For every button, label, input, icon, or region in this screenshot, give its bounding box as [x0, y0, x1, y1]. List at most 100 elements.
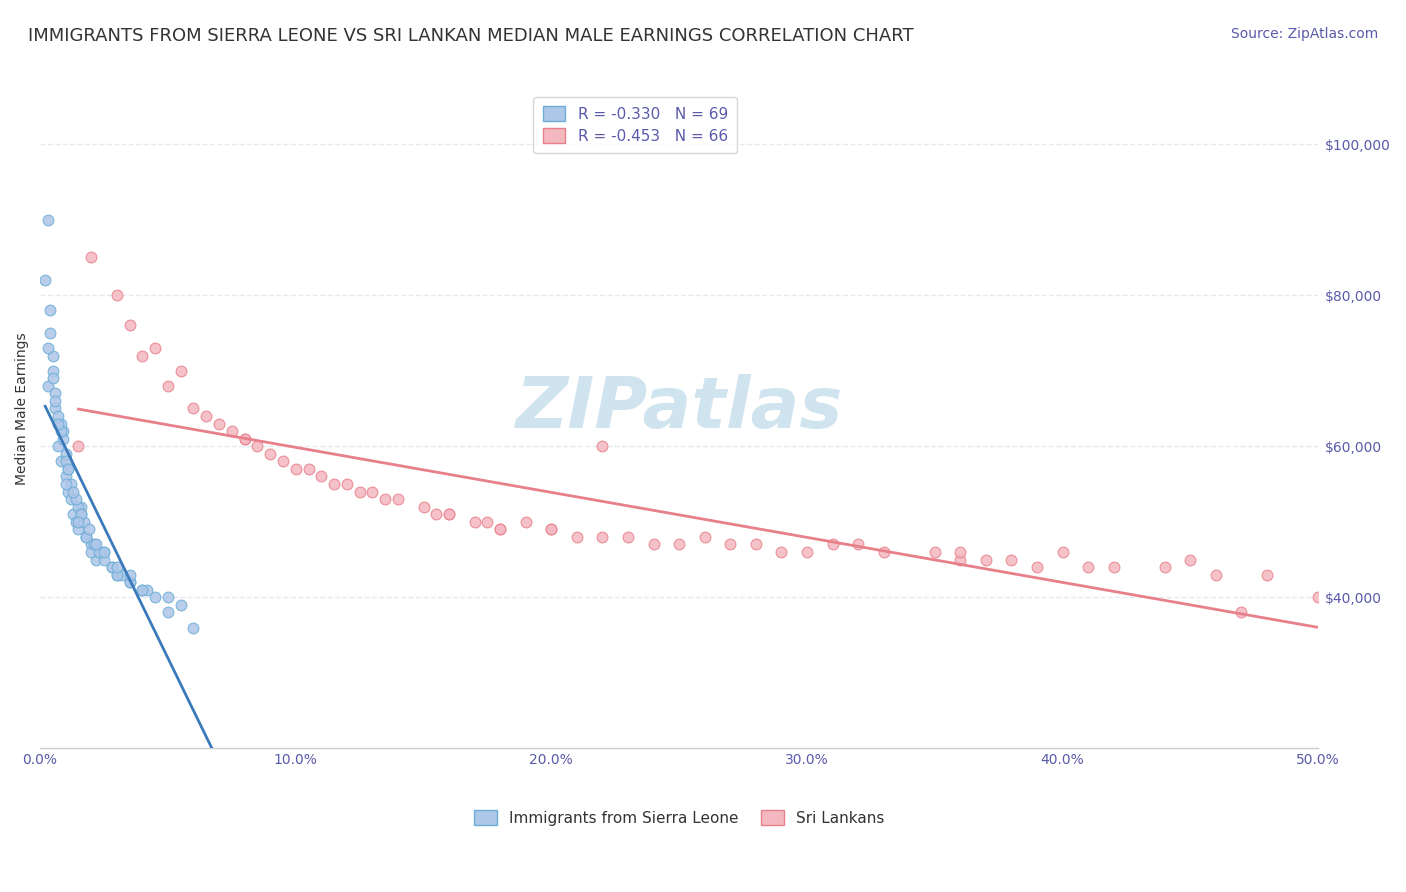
Point — [46, 439, 69, 453]
Point — [44, 393, 66, 408]
Point — [67, 439, 90, 453]
Point — [44, 386, 66, 401]
Point — [489, 522, 512, 536]
Point — [136, 582, 159, 597]
Point — [156, 591, 179, 605]
Point — [80, 545, 103, 559]
Point — [246, 439, 269, 453]
Point — [259, 447, 281, 461]
Point — [111, 567, 134, 582]
Point — [374, 492, 396, 507]
Point — [437, 508, 460, 522]
Legend: Immigrants from Sierra Leone, Sri Lankans: Immigrants from Sierra Leone, Sri Lankan… — [468, 804, 891, 832]
Point — [872, 545, 894, 559]
Point — [412, 500, 434, 514]
Point — [143, 341, 166, 355]
Point — [46, 409, 69, 423]
Text: ZIPatlas: ZIPatlas — [516, 374, 842, 443]
Point — [49, 454, 72, 468]
Point — [118, 575, 141, 590]
Point — [477, 515, 499, 529]
Point — [170, 598, 193, 612]
Point — [156, 606, 179, 620]
Point — [55, 447, 77, 461]
Point — [75, 530, 97, 544]
Point — [1077, 560, 1099, 574]
Point — [105, 288, 128, 302]
Point — [42, 349, 65, 363]
Point — [118, 575, 141, 590]
Point — [643, 537, 665, 551]
Point — [80, 251, 103, 265]
Point — [591, 530, 613, 544]
Point — [143, 591, 166, 605]
Point — [437, 508, 460, 522]
Point — [1205, 567, 1227, 582]
Point — [37, 341, 59, 355]
Point — [87, 545, 110, 559]
Point — [1102, 560, 1125, 574]
Point — [297, 462, 319, 476]
Point — [37, 379, 59, 393]
Point — [67, 500, 90, 514]
Point — [67, 515, 90, 529]
Point — [1180, 552, 1202, 566]
Point — [77, 522, 100, 536]
Point — [105, 567, 128, 582]
Point — [949, 552, 972, 566]
Point — [387, 492, 409, 507]
Point — [49, 417, 72, 431]
Point — [233, 432, 256, 446]
Point — [361, 484, 384, 499]
Point — [55, 454, 77, 468]
Point — [1000, 552, 1022, 566]
Point — [183, 401, 205, 416]
Point — [1230, 606, 1253, 620]
Point — [105, 560, 128, 574]
Point — [93, 545, 115, 559]
Point — [93, 545, 115, 559]
Point — [540, 522, 562, 536]
Point — [565, 530, 588, 544]
Point — [770, 545, 793, 559]
Point — [118, 567, 141, 582]
Point — [42, 371, 65, 385]
Point — [1052, 545, 1074, 559]
Y-axis label: Median Male Earnings: Median Male Earnings — [15, 332, 30, 485]
Point — [1308, 591, 1330, 605]
Point — [591, 439, 613, 453]
Point — [718, 537, 741, 551]
Point — [489, 522, 512, 536]
Point — [949, 545, 972, 559]
Text: Source: ZipAtlas.com: Source: ZipAtlas.com — [1230, 27, 1378, 41]
Point — [59, 492, 82, 507]
Point — [208, 417, 231, 431]
Point — [39, 326, 62, 340]
Point — [745, 537, 768, 551]
Point — [100, 560, 122, 574]
Point — [118, 318, 141, 333]
Point — [72, 515, 94, 529]
Point — [34, 273, 56, 287]
Point — [131, 349, 153, 363]
Point — [515, 515, 537, 529]
Point — [668, 537, 690, 551]
Point — [233, 432, 256, 446]
Point — [44, 401, 66, 416]
Point — [1153, 560, 1175, 574]
Point — [846, 537, 869, 551]
Point — [617, 530, 640, 544]
Point — [70, 500, 93, 514]
Point — [100, 560, 122, 574]
Point — [86, 552, 108, 566]
Point — [131, 582, 153, 597]
Point — [65, 515, 87, 529]
Point — [284, 462, 307, 476]
Point — [83, 537, 105, 551]
Point — [58, 484, 80, 499]
Point — [464, 515, 486, 529]
Point — [796, 545, 818, 559]
Point — [1256, 567, 1278, 582]
Point — [52, 424, 75, 438]
Point — [540, 522, 562, 536]
